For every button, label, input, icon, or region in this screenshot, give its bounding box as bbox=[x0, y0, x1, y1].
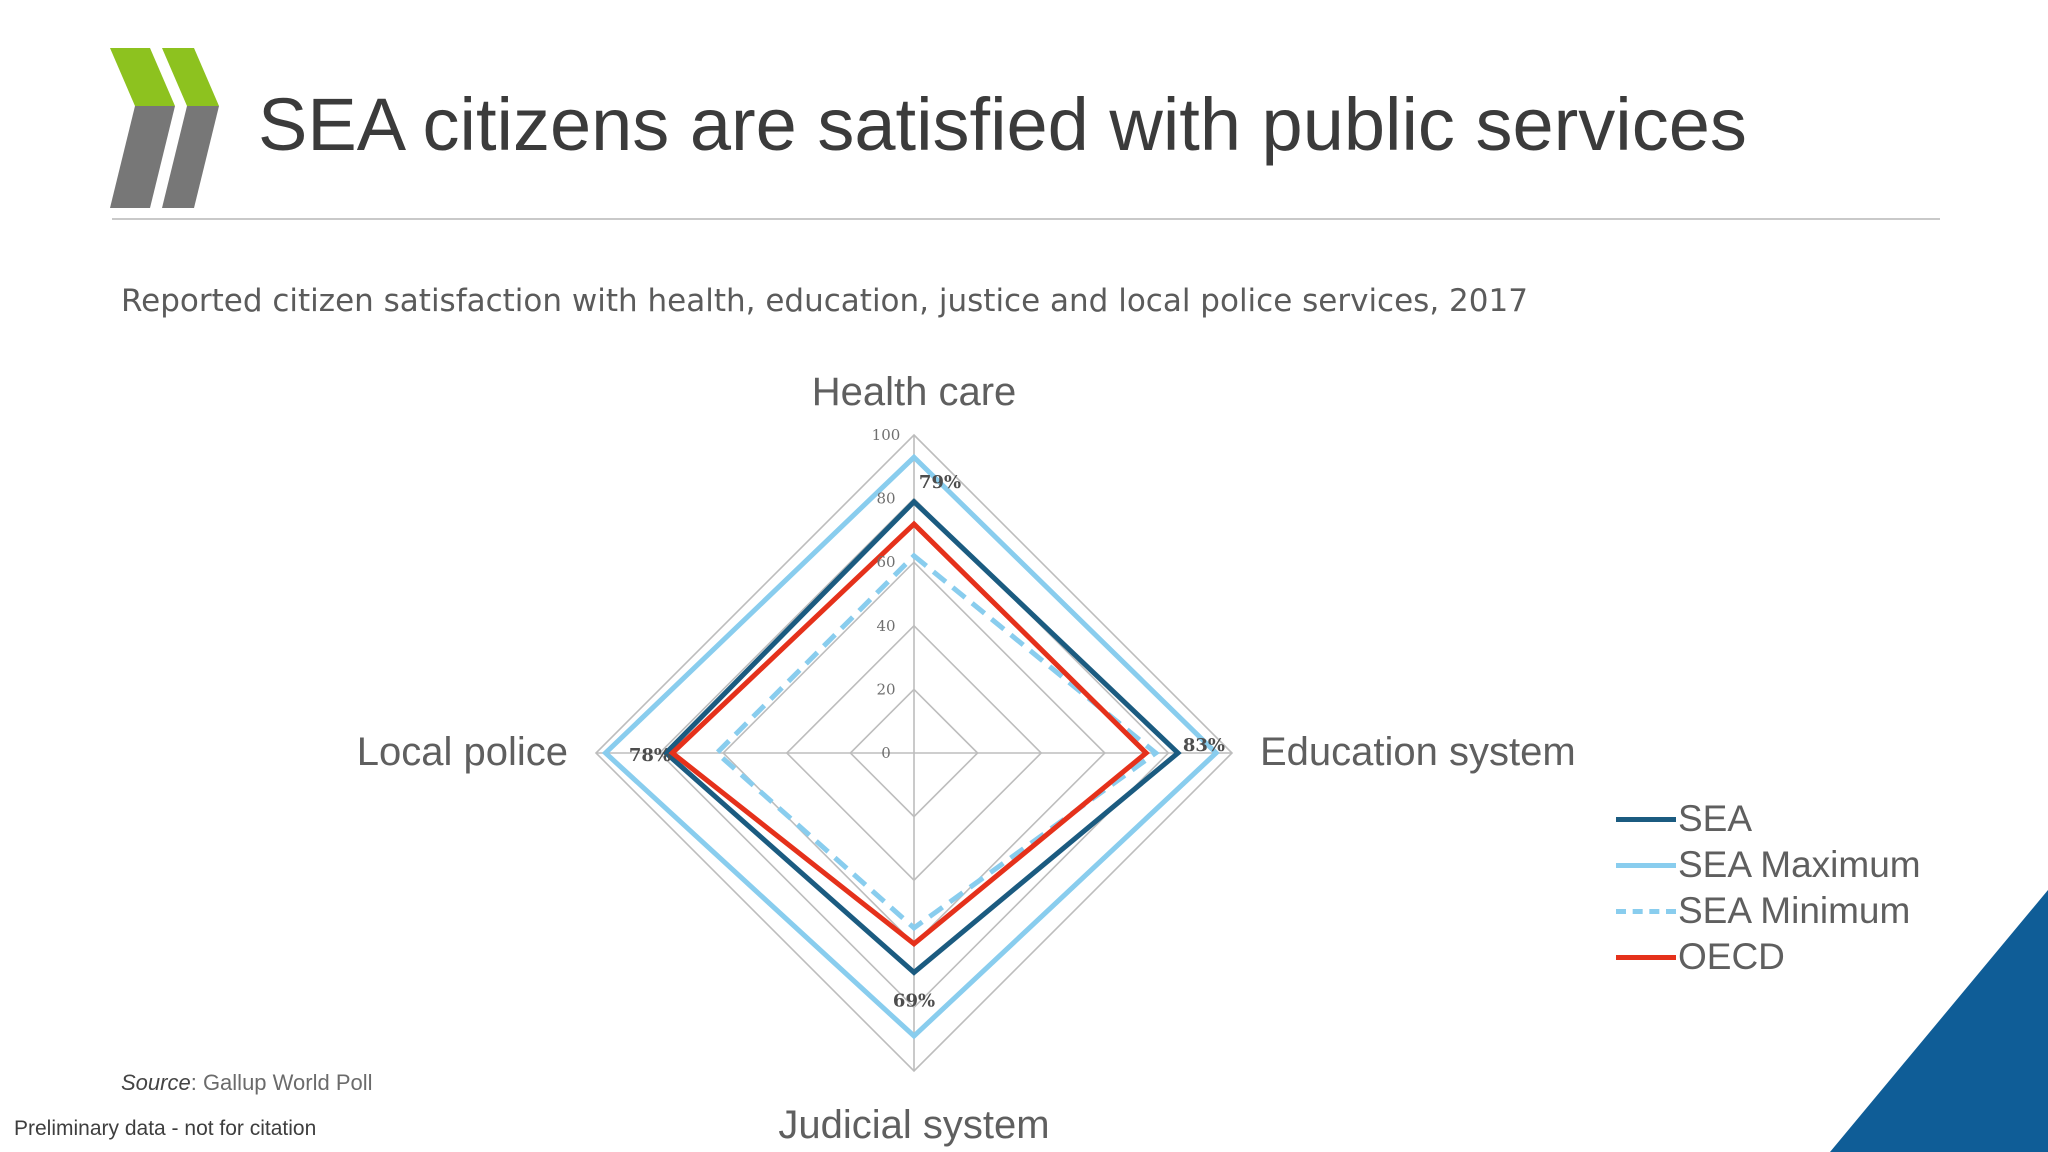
legend-swatch bbox=[1616, 908, 1676, 914]
logo-chevron-bottom-left bbox=[110, 106, 175, 208]
legend-label: SEA Maximum bbox=[1678, 844, 1921, 885]
category-label: Education system bbox=[1260, 730, 1576, 774]
category-label: Local police bbox=[357, 730, 568, 774]
legend-label: OECD bbox=[1678, 936, 1785, 977]
legend-swatch bbox=[1616, 862, 1676, 868]
logo-chevron-top-right bbox=[162, 48, 219, 106]
radial-tick-label: 100 bbox=[872, 426, 901, 444]
radial-tick-label: 60 bbox=[876, 553, 895, 571]
title-divider bbox=[112, 218, 1940, 220]
category-label: Judicial system bbox=[778, 1103, 1049, 1147]
legend-item: SEA Maximum bbox=[1616, 842, 1921, 888]
corner-decoration bbox=[1830, 890, 2048, 1152]
oecd-logo bbox=[110, 48, 219, 208]
source-text: : Gallup World Poll bbox=[190, 1070, 373, 1095]
data-label: 79% bbox=[919, 472, 961, 493]
source-label: Source bbox=[121, 1070, 191, 1095]
source-note: Source: Gallup World Poll bbox=[121, 1070, 373, 1096]
legend-swatch bbox=[1616, 954, 1676, 960]
series-line bbox=[601, 453, 1220, 1040]
legend-item: SEA bbox=[1616, 796, 1921, 842]
radial-tick-label: 80 bbox=[876, 490, 895, 508]
legend-swatch bbox=[1616, 816, 1676, 822]
chart-legend: SEA SEA Maximum SEA Minimum OECD bbox=[1616, 796, 1921, 980]
series-line bbox=[662, 498, 1182, 976]
series-line bbox=[668, 520, 1150, 948]
legend-label: SEA bbox=[1678, 798, 1753, 839]
slide-title: SEA citizens are satisfied with public s… bbox=[258, 83, 1747, 166]
radial-tick-label: 0 bbox=[881, 744, 891, 762]
legend-item: OECD bbox=[1616, 934, 1921, 980]
logo-chevron-bottom-right bbox=[162, 106, 219, 208]
legend-item: SEA Minimum bbox=[1616, 888, 1921, 934]
radial-tick-label: 20 bbox=[876, 680, 895, 698]
data-label: 69% bbox=[893, 990, 935, 1011]
logo-chevron-top-left bbox=[110, 48, 175, 106]
radial-tick-label: 40 bbox=[876, 617, 895, 635]
legend-label: SEA Minimum bbox=[1678, 890, 1911, 931]
category-label: Health care bbox=[812, 370, 1017, 414]
data-label: 83% bbox=[1183, 735, 1225, 756]
chart-subtitle: Reported citizen satisfaction with healt… bbox=[121, 283, 1528, 319]
preliminary-note: Preliminary data - not for citation bbox=[14, 1117, 317, 1140]
data-label: 78% bbox=[629, 745, 671, 766]
series-line bbox=[713, 552, 1160, 932]
